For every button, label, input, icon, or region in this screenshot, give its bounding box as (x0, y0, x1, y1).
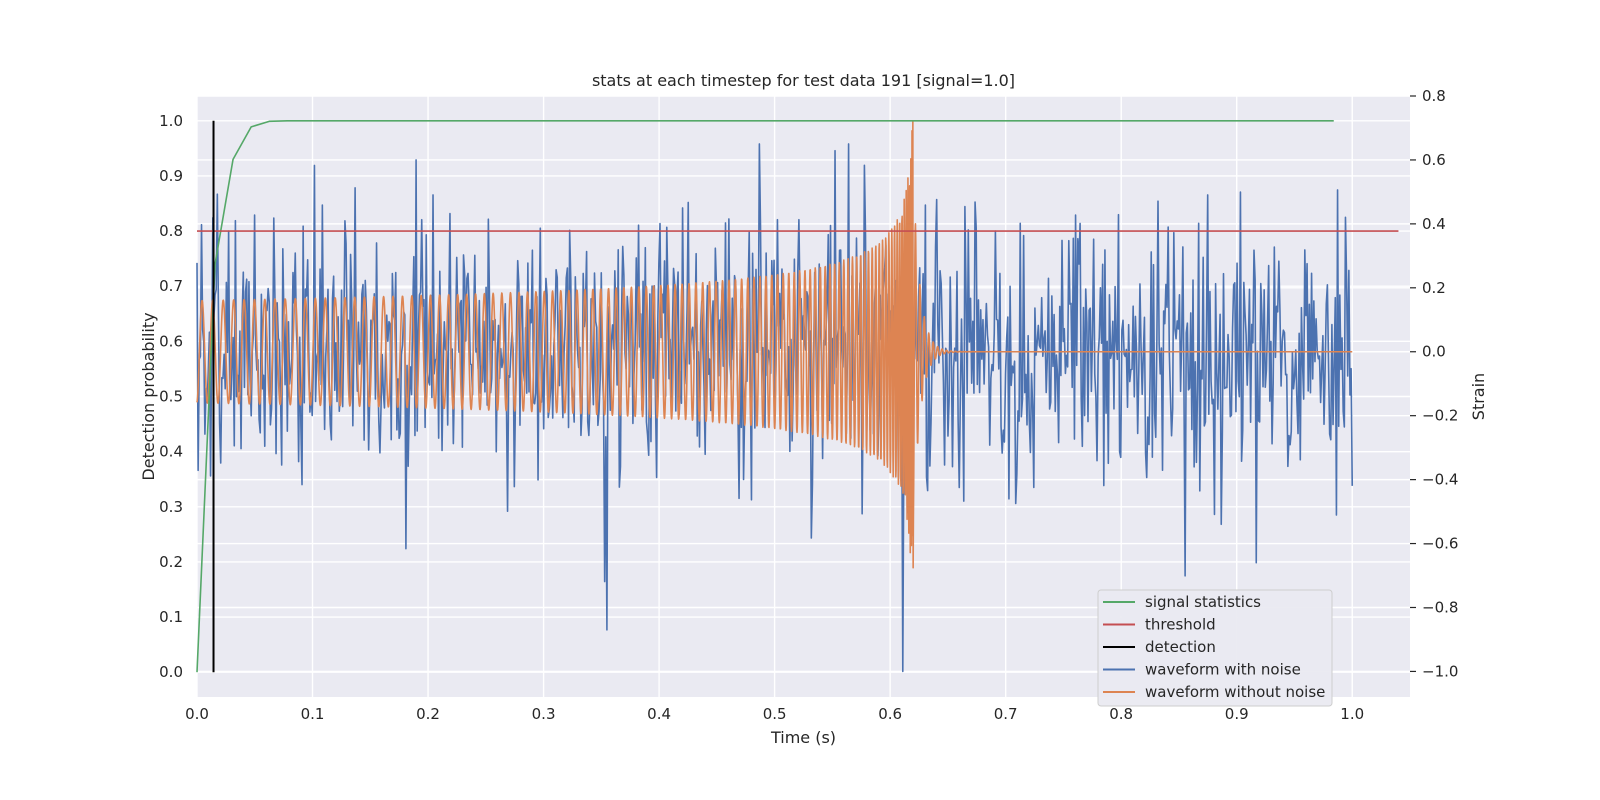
y-right-tick-label: −0.2 (1422, 407, 1458, 425)
x-axis-label: Time (s) (770, 728, 836, 747)
y-left-tick-label: 0.6 (159, 332, 183, 350)
x-tick-label: 0.8 (1109, 705, 1133, 723)
y-right-tick-label: −1.0 (1422, 662, 1458, 680)
x-tick-label: 1.0 (1340, 705, 1364, 723)
y-left-tick-label: 0.5 (159, 388, 183, 406)
y-left-tick-label: 0.2 (159, 553, 183, 571)
y-left-tick-label: 0.1 (159, 608, 183, 626)
y-right-tick-label: −0.8 (1422, 598, 1458, 616)
x-axis-ticks: 0.0 0.1 0.2 0.3 0.4 0.5 0.6 0.7 0.8 0.9 1.0 (185, 705, 1364, 723)
y-right-tick-label: −0.4 (1422, 471, 1458, 489)
chart-title: stats at each timestep for test data 191… (592, 71, 1015, 90)
series-signal-statistics (196, 120, 1334, 673)
legend-label: detection (1145, 638, 1216, 656)
series-layer (196, 120, 1399, 673)
legend: signal statistics threshold detection wavef… (1097, 589, 1333, 707)
legend-label: waveform with noise (1145, 661, 1301, 679)
y-right-axis-label: Strain (1469, 373, 1488, 420)
y-left-axis-label: Detection probability (139, 312, 158, 480)
legend-box (1097, 589, 1333, 707)
y-right-tick-label: 0.4 (1422, 215, 1446, 233)
legend-label: threshold (1145, 616, 1216, 634)
legend-label: waveform without noise (1145, 683, 1325, 701)
series-waveform-without-noise (196, 120, 1353, 569)
y-left-tick-label: 0.0 (159, 663, 183, 681)
y-left-tick-label: 0.4 (159, 443, 183, 461)
y-left-tick-label: 0.8 (159, 222, 183, 240)
series-waveform-with-noise (196, 143, 1354, 673)
y-left-tick-label: 0.3 (159, 498, 183, 516)
x-tick-label: 0.4 (647, 705, 671, 723)
x-tick-label: 0.1 (301, 705, 325, 723)
y-left-axis-ticks: 0.0 0.1 0.2 0.3 0.4 0.5 0.6 0.7 0.8 0.9 1.0 (159, 112, 183, 681)
y-left-tick-label: 1.0 (159, 112, 183, 130)
x-tick-label: 0.5 (763, 705, 787, 723)
legend-label: signal statistics (1145, 593, 1261, 611)
x-tick-label: 0.0 (185, 705, 209, 723)
y-right-tick-label: −0.6 (1422, 535, 1458, 553)
y-left-tick-label: 0.9 (159, 167, 183, 185)
y-right-axis-ticks: −1.0 −0.8 −0.6 −0.4 −0.2 0.0 0.2 0.4 0.6 0.8 (1410, 87, 1458, 680)
y-right-tick-label: 0.0 (1422, 343, 1446, 361)
x-tick-label: 0.9 (1225, 705, 1249, 723)
x-tick-label: 0.7 (994, 705, 1018, 723)
y-left-tick-label: 0.7 (159, 277, 183, 295)
y-right-tick-label: 0.2 (1422, 279, 1446, 297)
x-tick-label: 0.3 (532, 705, 556, 723)
x-tick-label: 0.2 (416, 705, 440, 723)
x-tick-label: 0.6 (878, 705, 902, 723)
y-right-tick-label: 0.8 (1422, 87, 1446, 105)
y-right-tick-label: 0.6 (1422, 151, 1446, 169)
